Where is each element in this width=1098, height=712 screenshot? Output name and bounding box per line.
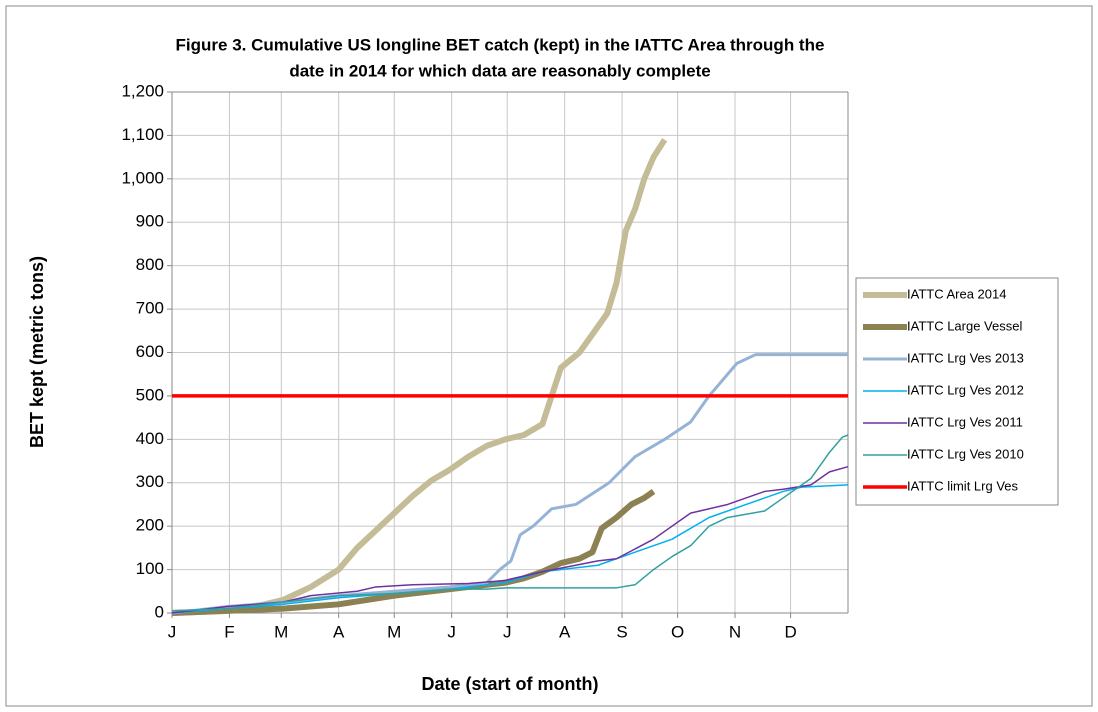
y-tick-label: 0 — [155, 602, 164, 621]
x-tick-label: M — [387, 622, 401, 641]
y-tick-label: 1,100 — [121, 125, 164, 144]
y-tick-label: 900 — [136, 212, 164, 231]
y-tick-label: 800 — [136, 255, 164, 274]
legend-label: IATTC Large Vessel — [907, 318, 1022, 333]
series-line — [171, 434, 849, 612]
y-tick-label: 200 — [136, 516, 164, 535]
y-tick-label: 400 — [136, 429, 164, 448]
chart-title: Figure 3. Cumulative US longline BET cat… — [176, 35, 825, 54]
x-tick-label: S — [616, 622, 627, 641]
legend-label: IATTC Lrg Ves 2012 — [907, 382, 1024, 397]
legend-label: IATTC Lrg Ves 2011 — [907, 414, 1023, 429]
chart-title: date in 2014 for which data are reasonab… — [289, 61, 710, 80]
x-tick-label: A — [559, 622, 571, 641]
series-line — [171, 484, 849, 614]
y-tick-label: 100 — [136, 559, 164, 578]
x-axis-label: Date (start of month) — [422, 674, 599, 694]
x-tick-label: M — [274, 622, 288, 641]
legend-label: IATTC Lrg Ves 2013 — [907, 350, 1024, 365]
x-tick-label: F — [224, 622, 234, 641]
x-tick-label: J — [503, 622, 512, 641]
y-tick-label: 500 — [136, 385, 164, 404]
y-tick-label: 700 — [136, 299, 164, 318]
series-line — [171, 465, 849, 614]
legend-label: IATTC limit Lrg Ves — [907, 478, 1019, 493]
y-axis-label: BET kept (metric tons) — [27, 256, 47, 448]
series-line — [171, 138, 668, 616]
legend-label: IATTC Lrg Ves 2010 — [907, 446, 1024, 461]
x-tick-label: J — [447, 622, 456, 641]
x-tick-label: J — [168, 622, 177, 641]
legend-label: IATTC Area 2014 — [907, 286, 1006, 301]
x-tick-label: A — [333, 622, 345, 641]
y-tick-label: 1,000 — [121, 168, 164, 187]
x-tick-label: N — [729, 622, 741, 641]
y-tick-label: 600 — [136, 342, 164, 361]
y-tick-label: 300 — [136, 472, 164, 491]
x-tick-label: D — [784, 622, 796, 641]
x-tick-label: O — [671, 622, 684, 641]
y-tick-label: 1,200 — [121, 81, 164, 100]
